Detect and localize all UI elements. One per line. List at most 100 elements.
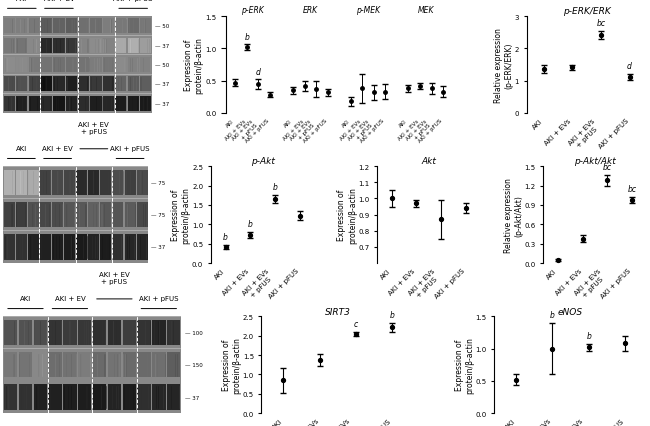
- Y-axis label: Expression of
protein/β-actin: Expression of protein/β-actin: [184, 37, 203, 94]
- Bar: [34, 352, 47, 377]
- Bar: [3, 37, 151, 55]
- Bar: [4, 77, 15, 92]
- Bar: [78, 385, 92, 410]
- Bar: [29, 97, 40, 112]
- Bar: [52, 170, 63, 196]
- Bar: [40, 235, 51, 260]
- Bar: [40, 170, 51, 196]
- Bar: [152, 320, 166, 345]
- Text: bc: bc: [597, 19, 606, 28]
- Bar: [34, 385, 47, 410]
- Text: — 75: — 75: [151, 213, 165, 218]
- Text: — 37: — 37: [155, 43, 169, 49]
- Text: d: d: [627, 61, 632, 71]
- Text: — 37: — 37: [151, 245, 165, 250]
- Bar: [93, 320, 106, 345]
- Bar: [127, 58, 138, 73]
- Bar: [90, 97, 101, 112]
- Bar: [4, 170, 15, 196]
- Text: AKI + EV: AKI + EV: [42, 145, 73, 151]
- Bar: [53, 58, 64, 73]
- Bar: [4, 19, 15, 34]
- Bar: [127, 39, 138, 53]
- Y-axis label: Expression of
protein/β-actin: Expression of protein/β-actin: [337, 187, 357, 244]
- Bar: [3, 232, 148, 263]
- Bar: [49, 320, 62, 345]
- Bar: [3, 17, 151, 36]
- Text: — 50: — 50: [155, 24, 169, 29]
- Bar: [19, 320, 32, 345]
- Bar: [112, 170, 124, 196]
- Text: b: b: [390, 310, 395, 319]
- Bar: [53, 77, 64, 92]
- Bar: [167, 385, 180, 410]
- Bar: [3, 75, 151, 94]
- Bar: [167, 320, 180, 345]
- Title: SIRT3: SIRT3: [325, 307, 350, 316]
- Bar: [88, 202, 99, 228]
- Bar: [112, 235, 124, 260]
- Bar: [63, 385, 77, 410]
- Title: Akt: Akt: [421, 157, 436, 166]
- Bar: [101, 170, 111, 196]
- Text: MEK: MEK: [417, 6, 434, 15]
- Y-axis label: Expression of
protein/β-actin: Expression of protein/β-actin: [222, 337, 241, 393]
- Bar: [78, 97, 89, 112]
- Bar: [3, 381, 181, 413]
- Bar: [64, 235, 75, 260]
- Text: b: b: [272, 183, 278, 192]
- Bar: [123, 320, 136, 345]
- Bar: [16, 39, 27, 53]
- Bar: [90, 58, 101, 73]
- Bar: [3, 95, 151, 113]
- Bar: [127, 77, 138, 92]
- Bar: [140, 39, 151, 53]
- Text: — 37: — 37: [155, 82, 169, 87]
- Bar: [29, 58, 40, 73]
- Bar: [4, 320, 18, 345]
- Bar: [52, 235, 63, 260]
- Text: — 100: — 100: [185, 330, 202, 335]
- Bar: [125, 235, 135, 260]
- Bar: [4, 202, 15, 228]
- Bar: [140, 77, 151, 92]
- Text: — 75: — 75: [151, 181, 165, 185]
- Bar: [29, 77, 40, 92]
- Bar: [28, 202, 39, 228]
- Bar: [3, 349, 181, 380]
- Bar: [136, 202, 148, 228]
- Bar: [115, 77, 126, 92]
- Bar: [103, 97, 114, 112]
- Bar: [101, 202, 111, 228]
- Text: AKI: AKI: [16, 145, 27, 151]
- Text: p-MEK: p-MEK: [356, 6, 380, 15]
- Bar: [49, 385, 62, 410]
- Bar: [41, 58, 52, 73]
- Text: bc: bc: [627, 184, 636, 193]
- Bar: [136, 170, 148, 196]
- Bar: [41, 97, 52, 112]
- Bar: [108, 320, 121, 345]
- Bar: [103, 19, 114, 34]
- Bar: [93, 352, 106, 377]
- Bar: [34, 320, 47, 345]
- Bar: [103, 39, 114, 53]
- Bar: [4, 58, 15, 73]
- Bar: [140, 58, 151, 73]
- Bar: [125, 170, 135, 196]
- Bar: [4, 352, 18, 377]
- Bar: [41, 77, 52, 92]
- Bar: [78, 320, 92, 345]
- Bar: [16, 97, 27, 112]
- Title: p-Akt: p-Akt: [251, 157, 274, 166]
- Bar: [123, 352, 136, 377]
- Bar: [125, 202, 135, 228]
- Bar: [88, 170, 99, 196]
- Text: — 37: — 37: [185, 394, 199, 400]
- Bar: [127, 97, 138, 112]
- Text: — 37: — 37: [155, 101, 169, 106]
- Bar: [115, 58, 126, 73]
- Bar: [63, 320, 77, 345]
- Bar: [152, 352, 166, 377]
- Bar: [4, 235, 15, 260]
